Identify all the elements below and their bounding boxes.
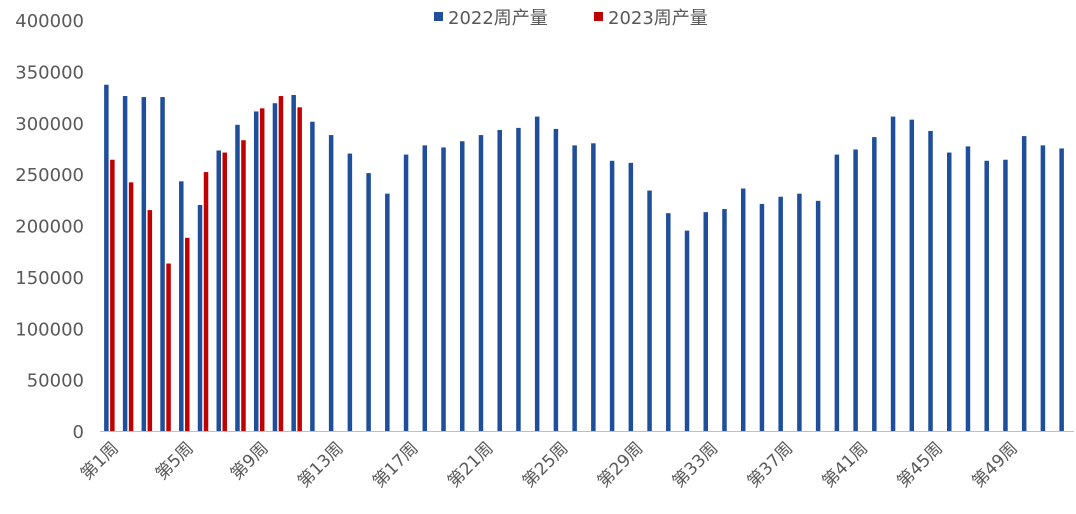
y-axis: 0 50000 100000 150000 200000 250000 300000 3500… (15, 11, 84, 443)
bar-2022周产量-第7周 (216, 150, 221, 432)
bar-2022周产量-第15周 (366, 173, 371, 431)
y-tick-label: 400000 (15, 11, 84, 32)
bar-2022周产量-第26周 (572, 145, 577, 432)
bar-2022周产量-第14周 (347, 153, 353, 431)
bar-2022周产量-第38周 (797, 193, 802, 431)
bar-2022周产量-第23周 (516, 127, 521, 431)
bars (104, 84, 1064, 432)
bar-2022周产量-第2周 (122, 96, 128, 431)
bar-2023周产量-第10周 (278, 96, 284, 431)
bar-2022周产量-第44周 (909, 119, 915, 432)
bar-2023周产量-第7周 (222, 152, 227, 432)
bar-2022周产量-第6周 (197, 204, 203, 431)
bar-2022周产量-第37周 (778, 196, 783, 431)
x-tick-label: 第5周 (152, 438, 198, 484)
x-axis: 第1周 第5周 第9周 第13周 第17周 第21周 第25周 第29周 第33周 第37周 第41… (77, 438, 1022, 491)
bar-2023周产量-第2周 (128, 182, 134, 431)
x-tick-label: 第21周 (444, 438, 497, 491)
bar-2022周产量-第49周 (1003, 159, 1008, 432)
x-tick-label: 第41周 (819, 438, 872, 491)
legend-swatch-2022 (434, 12, 443, 21)
bar-2022周产量-第31周 (666, 213, 671, 431)
legend-label-2022: 2022周产量 (448, 8, 548, 29)
bar-2022周产量-第25周 (553, 128, 559, 432)
x-tick-label: 第9周 (227, 438, 273, 484)
bar-2022周产量-第5周 (179, 181, 184, 431)
bar-2022周产量-第30周 (647, 190, 652, 431)
bar-2023周产量-第3周 (147, 210, 153, 431)
bar-2022周产量-第20周 (460, 141, 465, 431)
y-tick-label: 150000 (15, 268, 84, 289)
y-tick-label: 350000 (15, 62, 84, 83)
x-tick-label: 第25周 (519, 438, 572, 491)
legend-label-2023: 2023周产量 (608, 8, 708, 29)
x-tick-label: 第33周 (669, 438, 722, 491)
bar-2022周产量-第28周 (609, 160, 615, 431)
bar-2022周产量-第32周 (684, 230, 690, 431)
x-tick-label: 第37周 (744, 438, 797, 491)
bar-2022周产量-第27周 (591, 143, 596, 432)
bar-2022周产量-第43周 (890, 116, 896, 431)
bar-2022周产量-第19周 (441, 147, 446, 431)
x-tick-label: 第13周 (294, 438, 347, 491)
bar-2023周产量-第1周 (110, 159, 115, 432)
x-tick-label: 第49周 (968, 438, 1021, 491)
bar-2022周产量-第33周 (703, 212, 708, 431)
bar-2023周产量-第8周 (241, 140, 246, 431)
bar-2022周产量-第48周 (984, 160, 989, 431)
y-tick-label: 100000 (15, 319, 84, 340)
bar-2022周产量-第39周 (815, 200, 821, 431)
y-tick-label: 200000 (15, 217, 84, 238)
bar-2022周产量-第29周 (628, 162, 634, 431)
bar-2022周产量-第10周 (272, 103, 278, 431)
legend: 2022周产量 2023周产量 (434, 8, 708, 29)
bar-2022周产量-第17周 (403, 154, 409, 431)
bar-2022周产量-第45周 (928, 130, 933, 431)
x-tick-label: 第17周 (369, 438, 422, 491)
bar-2023周产量-第9周 (259, 108, 265, 432)
bar-2022周产量-第41周 (853, 149, 858, 431)
x-tick-label: 第29周 (594, 438, 647, 491)
bar-2023周产量-第6周 (203, 172, 209, 431)
bar-2022周产量-第52周 (1059, 148, 1064, 431)
bar-2022周产量-第8周 (235, 124, 240, 431)
bar-2022周产量-第35周 (740, 188, 746, 431)
bar-2023周产量-第5周 (185, 237, 190, 431)
bar-2022周产量-第3周 (141, 97, 147, 431)
bar-2022周产量-第16周 (385, 193, 390, 431)
bar-2022周产量-第12周 (310, 121, 315, 431)
bar-2022周产量-第34周 (722, 209, 727, 431)
bar-2022周产量-第4周 (160, 97, 165, 431)
y-tick-label: 300000 (15, 114, 84, 135)
y-tick-label: 0 (73, 422, 84, 443)
bar-2023周产量-第11周 (297, 107, 302, 431)
x-tick-label: 第45周 (894, 438, 947, 491)
bar-2022周产量-第46周 (947, 152, 952, 432)
bar-2022周产量-第1周 (104, 84, 109, 431)
bar-2022周产量-第13周 (328, 135, 334, 431)
bar-2022周产量-第36周 (759, 203, 765, 431)
bar-2023周产量-第4周 (166, 263, 171, 431)
y-tick-label: 250000 (15, 165, 84, 186)
bar-2022周产量-第24周 (534, 116, 540, 431)
bar-2022周产量-第9周 (253, 111, 259, 431)
bar-2022周产量-第11周 (291, 95, 296, 431)
x-tick-label: 第1周 (77, 438, 123, 484)
bar-2022周产量-第51周 (1040, 145, 1046, 432)
bar-2022周产量-第50周 (1021, 136, 1027, 432)
y-tick-label: 50000 (27, 371, 84, 392)
legend-swatch-2023 (594, 12, 603, 21)
bar-2022周产量-第47周 (965, 146, 971, 431)
bar-2022周产量-第22周 (497, 129, 502, 431)
bar-2022周产量-第18周 (422, 145, 428, 432)
bar-2022周产量-第21周 (478, 135, 484, 431)
bar-2022周产量-第42周 (872, 137, 877, 431)
bar-2022周产量-第40周 (834, 154, 840, 431)
